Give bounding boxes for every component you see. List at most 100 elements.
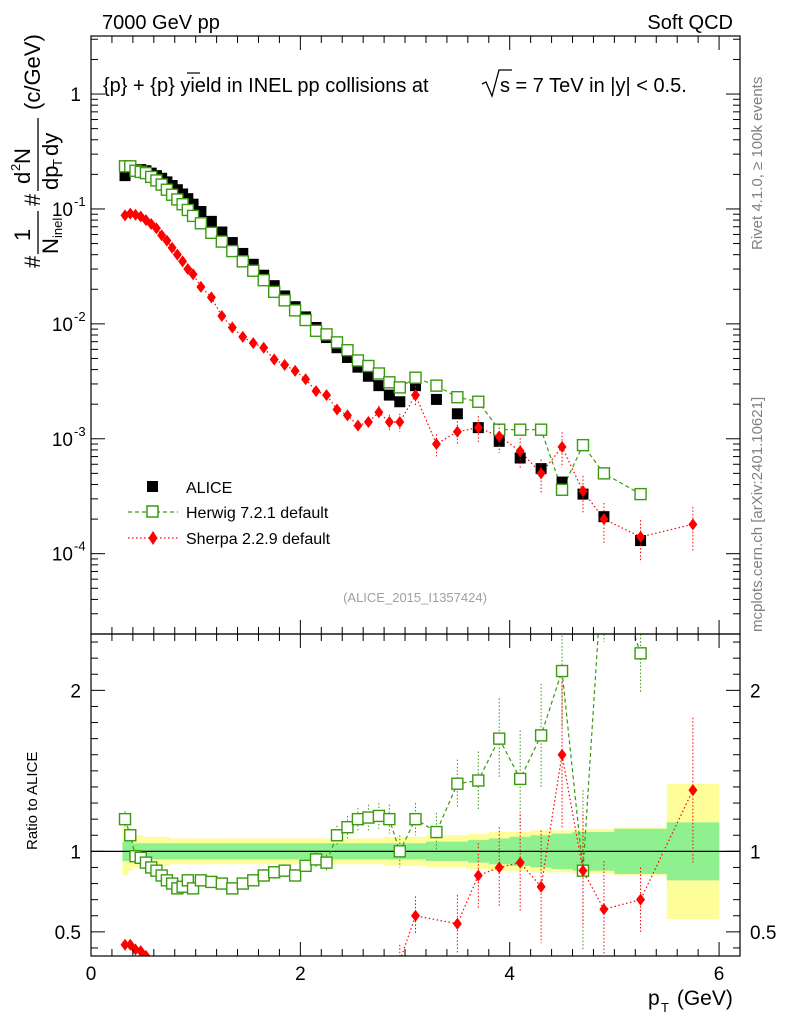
mcplots-reference-label: mcplots.cern.ch [arXiv:2401.10621] <box>749 397 766 632</box>
herwig-point <box>236 255 249 268</box>
alice-point <box>216 226 228 238</box>
herwig-point <box>409 371 422 384</box>
herwig-ratio-point <box>393 845 406 858</box>
herwig-ratio-point <box>278 864 291 877</box>
legend-label-sherpa: Sherpa 2.2.9 default <box>186 531 331 548</box>
herwig-ratio-point <box>451 777 464 790</box>
herwig-ratio-point <box>493 732 506 745</box>
herwig-point <box>472 395 485 408</box>
title-part-pbar: p <box>157 75 168 97</box>
main-y-tick-label: 10 <box>52 315 73 336</box>
main-panel: 110-110-210-310-4 {p} + {p} yield in INE… <box>8 34 741 635</box>
herwig-point <box>278 294 291 307</box>
sherpa-point <box>269 353 279 366</box>
herwig-point <box>634 487 647 501</box>
sherpa-ratio-point <box>398 954 401 956</box>
ylabel-unit: (c/GeV) <box>20 34 45 110</box>
sherpa-point <box>178 255 188 268</box>
herwig-point <box>309 324 323 338</box>
sherpa-line <box>124 213 694 538</box>
sherpa-point <box>452 425 462 438</box>
ylabel-den2: dp <box>38 166 63 190</box>
sherpa-ratio-point <box>494 861 504 874</box>
herwig-ratio-point <box>555 664 569 678</box>
plot-title: {p} + {p} yield in INEL pp collisions at… <box>103 69 687 98</box>
svg-text:s = 7 TeV in |y| < 0.5.: s = 7 TeV in |y| < 0.5. <box>500 75 687 97</box>
herwig-point <box>186 209 200 223</box>
ylabel-num2: d <box>10 172 35 184</box>
herwig-ratio-point <box>226 882 239 895</box>
sherpa-point <box>411 389 420 402</box>
ylabel-num1: 1 <box>10 229 35 241</box>
sherpa-point <box>311 385 321 398</box>
xlabel-sub: T <box>661 1000 669 1015</box>
ratio-y-tick-label-left: 2 <box>70 681 81 702</box>
herwig-point <box>288 304 302 317</box>
ylabel-num2-tail: N <box>10 148 35 164</box>
xlabel-p: p <box>648 987 660 1010</box>
ylabel-hash1: # <box>20 255 45 268</box>
sherpa-ratio-point <box>120 938 130 951</box>
ratio-x-tick-label: 6 <box>714 964 725 985</box>
sherpa-ratio-point <box>515 856 525 869</box>
herwig-point <box>351 354 365 367</box>
sherpa-point <box>217 310 227 323</box>
sherpa-point <box>494 430 504 443</box>
main-series-layer <box>118 160 698 563</box>
sherpa-point <box>301 373 311 386</box>
main-y-tick-label: 10 <box>52 430 73 451</box>
sherpa-point <box>172 248 182 261</box>
ratio-y-tick-label-right: 0.5 <box>750 923 776 944</box>
sherpa-point <box>280 358 290 371</box>
sherpa-point <box>473 421 483 434</box>
sherpa-point <box>227 321 237 334</box>
sherpa-ratio-point <box>557 748 567 761</box>
herwig-point <box>320 328 333 341</box>
herwig-ratio-point <box>205 875 218 889</box>
ylabel-hash2: # <box>20 193 45 206</box>
herwig-ratio-point <box>257 869 270 882</box>
header-energy: 7000 GeV pp <box>102 12 220 34</box>
ylabel-num2-sup: 2 <box>8 164 23 171</box>
sherpa-point <box>196 280 206 293</box>
ratio-y-tick-label-left: 0.5 <box>55 923 81 944</box>
main-y-tick-exponent: -2 <box>74 309 86 324</box>
sherpa-point <box>363 415 373 428</box>
ratio-y-tick-label-right: 1 <box>750 842 761 863</box>
ratio-x-tick-label: 2 <box>295 964 306 985</box>
sherpa-point <box>206 291 216 304</box>
sherpa-ratio-point <box>141 950 151 956</box>
alice-point <box>394 396 406 408</box>
herwig-point <box>383 376 396 389</box>
sherpa-ratio-point <box>452 917 462 930</box>
herwig-ratio-point <box>472 774 485 787</box>
herwig-ratio-point <box>299 859 312 873</box>
sherpa-ratio-point <box>136 945 146 956</box>
legend-marker-herwig <box>146 505 159 518</box>
herwig-ratio-point <box>513 772 527 786</box>
herwig-ratio-point <box>215 877 229 890</box>
sherpa-point <box>536 467 546 480</box>
sherpa-point <box>162 234 172 247</box>
sherpa-ratio-point <box>688 784 698 797</box>
sherpa-point <box>259 341 269 354</box>
legend-label-alice: ALICE <box>186 480 232 497</box>
main-y-tick-exponent: -1 <box>74 194 86 209</box>
herwig-point <box>555 483 569 496</box>
legend-marker-alice <box>147 481 158 492</box>
herwig-point <box>226 244 239 258</box>
header-category: Soft QCD <box>647 12 733 34</box>
sherpa-point <box>238 330 248 343</box>
ratio-panel: 0.5 0.5 1 1 2 2 0 2 4 6 Ratio to ALICE p T (GeV) <box>24 633 776 1015</box>
ratio-y-tick-label-left: 1 <box>70 842 81 863</box>
sherpa-point <box>248 337 258 350</box>
herwig-ratio-point <box>330 829 344 842</box>
main-y-tick-label: 1 <box>70 85 81 106</box>
alice-point <box>247 258 259 270</box>
sherpa-point <box>342 409 352 422</box>
herwig-ratio-point <box>409 812 422 826</box>
alice-point <box>383 389 395 401</box>
herwig-ratio-point <box>288 869 302 882</box>
sherpa-ratio-point <box>578 864 588 877</box>
ylabel-den2-sub: T <box>50 159 65 167</box>
